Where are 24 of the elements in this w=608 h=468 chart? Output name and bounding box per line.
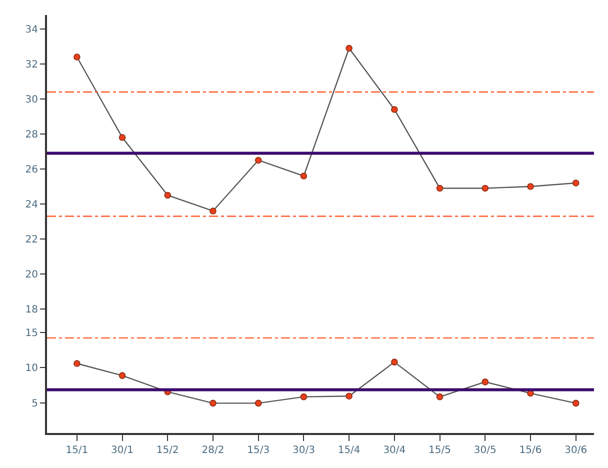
y-tick-label: 15 [25,328,38,339]
y-tick-label: 26 [25,164,38,176]
y-tick-label: 5 [32,398,38,410]
x-tick-label: 15/6 [519,445,542,456]
x-tick-label: 30/5 [474,445,496,456]
y-tick-label: 18 [25,304,38,316]
x-tick-label: 30/1 [111,445,134,456]
x-tick-label: 15/1 [66,445,88,456]
y-tick-label: 32 [25,59,38,70]
y-tick-label: 24 [25,199,38,210]
x-tick-label: 30/6 [564,445,588,456]
x-tick-label: 30/3 [292,445,315,456]
x-tick-label: 15/3 [247,445,270,456]
y-tick-label: 30 [25,94,38,106]
y-tick-label: 22 [25,234,38,246]
y-tick-label: 20 [25,269,38,280]
x-tick-label: 28/2 [202,445,224,456]
y-tick-label: 10 [25,363,38,374]
y-tick-label: 34 [25,24,38,36]
y-tick-label: 28 [25,129,38,140]
x-tick-label: 15/2 [156,445,179,456]
x-tick-label: 15/5 [428,445,452,456]
x-tick-label: 15/4 [338,445,360,456]
x-tick-label: 30/4 [383,445,406,456]
